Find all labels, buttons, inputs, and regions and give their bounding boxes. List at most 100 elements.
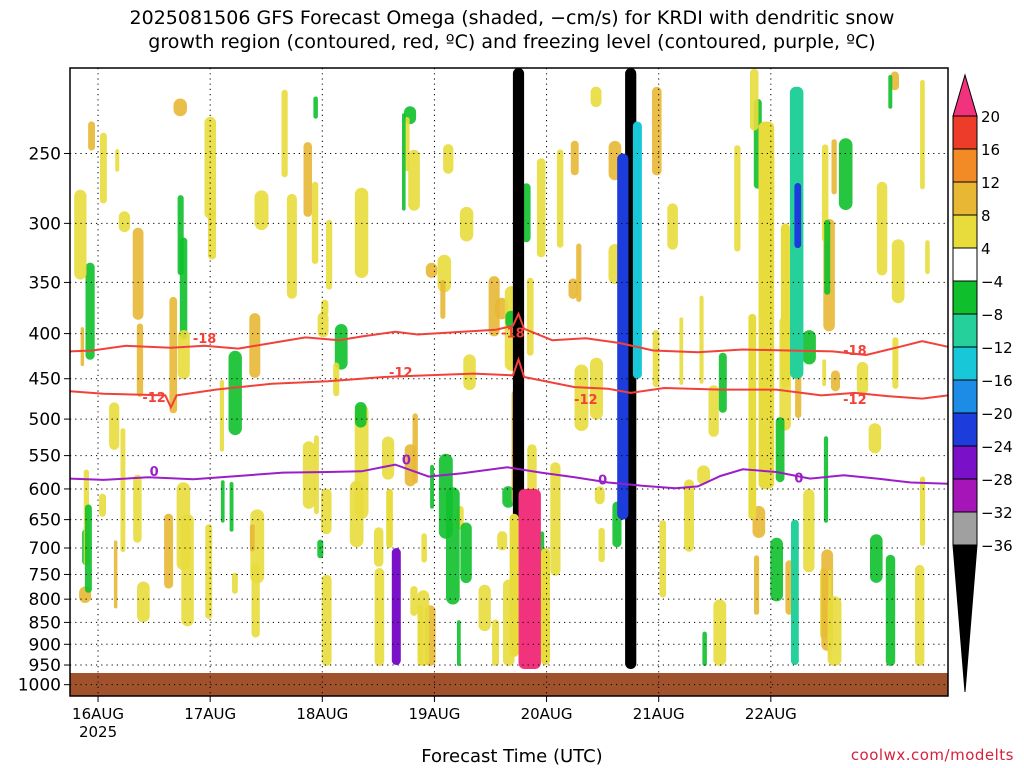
- omega-streak: [594, 486, 605, 505]
- omega-streak: [321, 299, 329, 316]
- colorbar-label: 12: [981, 174, 1000, 192]
- omega-streak: [667, 203, 678, 250]
- colorbar-label: 16: [981, 141, 1000, 159]
- omega-streak: [251, 563, 260, 638]
- freezing-level-contour: [69, 463, 949, 490]
- omega-streak: [84, 504, 92, 593]
- omega-streak: [321, 488, 332, 535]
- contour-label: -12: [843, 393, 867, 408]
- omega-feature: [758, 121, 775, 489]
- y-tick-label: 300: [29, 214, 61, 234]
- omega-streak: [311, 181, 319, 264]
- colorbar-bin: [952, 445, 978, 480]
- omega-streak: [885, 554, 896, 666]
- omega-streak: [410, 586, 418, 616]
- omega-streak: [590, 86, 602, 108]
- colorbar-bin: [952, 214, 978, 249]
- omega-streak: [734, 145, 741, 252]
- dgz-contour-12: [69, 356, 949, 410]
- y-tick-label: 800: [29, 590, 61, 610]
- y-tick-label: 700: [29, 539, 61, 559]
- omega-streak: [136, 323, 144, 397]
- omega-feature: [518, 488, 541, 669]
- x-axis-title: Forecast Time (UTC): [421, 746, 603, 767]
- omega-streak: [443, 144, 454, 174]
- omega-streak: [502, 486, 515, 508]
- omega-streak: [440, 279, 446, 319]
- omega-streak: [232, 572, 238, 594]
- y-tick-label: 900: [29, 635, 61, 655]
- contour-label: -18: [193, 332, 217, 347]
- omega-streak: [823, 436, 829, 523]
- omega-streak: [99, 493, 106, 517]
- omega-feature: [512, 68, 525, 548]
- omega-streak: [713, 599, 727, 666]
- omega-streak: [219, 379, 224, 452]
- colorbar-label: 8: [981, 207, 991, 225]
- omega-streak: [74, 189, 87, 280]
- omega-streak: [313, 435, 319, 515]
- colorbar-label: −20: [981, 405, 1013, 423]
- x-tick-label: 20AUG: [521, 705, 573, 723]
- omega-streak: [177, 330, 190, 380]
- omega-streak: [354, 404, 369, 519]
- omega-streak: [354, 187, 369, 278]
- omega-streak: [750, 68, 759, 131]
- omega-streak: [249, 524, 255, 552]
- omega-streak: [699, 295, 704, 384]
- omega-streak: [374, 568, 385, 666]
- omega-streak: [404, 444, 416, 487]
- omega-streak: [321, 574, 332, 666]
- omega-streak: [888, 75, 893, 109]
- omega-streak: [446, 487, 460, 605]
- omega-streak: [718, 352, 727, 413]
- omega-streak: [169, 296, 178, 414]
- x-tick-label: 19AUG: [408, 705, 460, 723]
- omega-streak: [286, 193, 297, 299]
- omega-streak: [317, 312, 329, 338]
- dgz-contour-18: [69, 311, 949, 357]
- omega-streak: [133, 474, 142, 543]
- omega-streak: [831, 139, 837, 195]
- omega-streak: [374, 527, 384, 567]
- y-tick-label: 550: [29, 447, 61, 467]
- colorbar-label: −16: [981, 372, 1013, 390]
- omega-streak: [303, 142, 312, 217]
- omega-feature: [748, 313, 757, 520]
- omega-feature: [391, 548, 401, 665]
- omega-streak: [821, 144, 829, 243]
- colorbar-bin: [952, 412, 978, 447]
- omega-streak: [697, 465, 710, 485]
- omega-streak: [574, 364, 589, 431]
- colorbar-bin: [952, 313, 978, 348]
- omega-streak: [919, 476, 926, 546]
- ground-shading: [70, 673, 948, 696]
- omega-streak: [495, 297, 508, 320]
- omega-streak: [334, 324, 348, 370]
- colorbar-label: −12: [981, 339, 1013, 357]
- omega-streak: [868, 423, 882, 454]
- omega-streak: [870, 534, 883, 583]
- y-tick-label: 400: [29, 325, 61, 345]
- omega-streak: [570, 140, 579, 176]
- omega-streak: [430, 464, 434, 509]
- omega-streak: [702, 631, 707, 666]
- omega-streak: [754, 555, 760, 615]
- omega-streak: [302, 441, 315, 509]
- omega-streak: [85, 262, 95, 360]
- y-tick-label: 600: [29, 480, 61, 500]
- x-tick-sublabel: 2025: [79, 723, 117, 741]
- omega-streak: [463, 354, 476, 391]
- omega-feature: [780, 223, 790, 388]
- omega-streak: [229, 482, 234, 532]
- colorbar-label: 20: [981, 108, 1000, 126]
- contour-label: 0: [150, 465, 159, 480]
- colorbar-bin: [952, 115, 978, 150]
- omega-streak: [132, 227, 144, 320]
- colorbar-label: −8: [981, 306, 1003, 324]
- omega-streak: [354, 402, 367, 428]
- omega-streak: [497, 531, 508, 551]
- omega-streak: [652, 330, 660, 388]
- contour-label: -18: [843, 344, 867, 359]
- omega-streak: [488, 276, 500, 337]
